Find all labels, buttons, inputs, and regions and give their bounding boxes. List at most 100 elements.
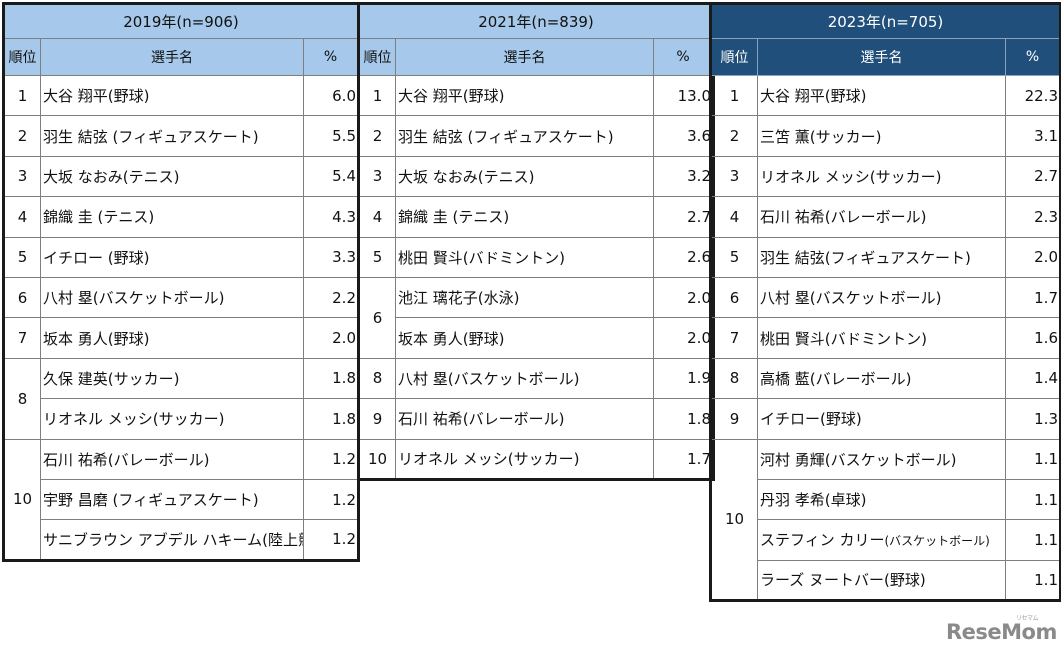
player-name: ステフィン カリー(バスケットボール) (757, 519, 1006, 561)
rank-cell: 2 (358, 115, 396, 157)
rank-cell: 5 (3, 236, 41, 278)
rank-cell: 10 (358, 438, 396, 480)
percent-value: 2.0 (303, 317, 359, 359)
table-row: 2 羽生 結弦 (フィギュアスケート) 5.5 (3, 115, 359, 157)
rank-cell: 10 (3, 438, 41, 561)
player-name: 大坂 なおみ(テニス) (40, 155, 304, 198)
player-name: リオネル メッシ(サッカー) (757, 155, 1006, 198)
rank-cell: 3 (710, 155, 758, 198)
percent-value: 1.1 (1005, 519, 1061, 561)
player-name: 羽生 結弦(フィギュアスケート) (757, 236, 1006, 278)
table-row: 6 八村 塁(バスケットボール) 1.7 (710, 276, 1061, 319)
rank-cell: 1 (358, 74, 396, 117)
ranking-table-2021: 2021年(n=839) 順位 選手名 % 1 大谷 翔平(野球) 13.0 2… (357, 2, 715, 481)
player-name: 羽生 結弦 (フィギュアスケート) (40, 115, 304, 157)
player-name: 宇野 昌磨 (フィギュアスケート) (40, 478, 304, 521)
table-row: 1 大谷 翔平(野球) 6.0 (3, 74, 359, 117)
player-name: 三笘 薫(サッカー) (757, 115, 1006, 157)
percent-value: 6.0 (303, 74, 359, 117)
player-name: リオネル メッシ(サッカー) (395, 438, 654, 480)
table-row: 3 大坂 なおみ(テニス) 3.2 (358, 155, 714, 198)
player-name: イチロー (野球) (40, 236, 304, 278)
table-row: 2 三笘 薫(サッカー) 3.1 (710, 115, 1061, 157)
player-sport-small: (バスケットボール) (884, 534, 990, 549)
rank-cell: 4 (710, 196, 758, 238)
col-pct-header: % (303, 38, 359, 76)
table-row: 8 高橋 藍(バレーボール) 1.4 (710, 357, 1061, 400)
rank-cell: 8 (358, 357, 396, 400)
table-row: 3 リオネル メッシ(サッカー) 2.7 (710, 155, 1061, 198)
percent-value: 1.1 (1005, 559, 1061, 602)
player-name: 久保 建英(サッカー) (40, 357, 304, 400)
percent-value: 1.4 (1005, 357, 1061, 400)
ranking-table-2019: 2019年(n=906) 順位 選手名 % 1 大谷 翔平(野球) 6.0 2 … (2, 2, 360, 562)
percent-value: 3.1 (1005, 115, 1061, 157)
player-name: 丹羽 孝希(卓球) (757, 478, 1006, 521)
table-row: 9 石川 祐希(バレーボール) 1.8 (358, 398, 714, 440)
table-row: 3 大坂 なおみ(テニス) 5.4 (3, 155, 359, 198)
percent-value: 1.7 (653, 438, 714, 480)
table-row: 8 久保 建英(サッカー) 1.8 (3, 357, 359, 440)
percent-value: 1.8 (303, 357, 359, 400)
rank-cell: 8 (3, 357, 41, 440)
player-name: リオネル メッシ(サッカー) (40, 398, 304, 440)
col-pct-header: % (653, 38, 714, 76)
rank-cell: 10 (710, 438, 758, 602)
year-header: 2019年(n=906) (3, 3, 359, 39)
percent-value: 1.1 (1005, 438, 1061, 480)
rank-cell: 5 (358, 236, 396, 278)
rank-cell: 7 (3, 317, 41, 359)
percent-value: 1.9 (653, 357, 714, 400)
percent-value: 2.7 (1005, 155, 1061, 198)
ranking-table-2023: 2023年(n=705) 順位 選手名 % 1 大谷 翔平(野球) 22.3 2… (709, 2, 1061, 603)
col-rank-header: 順位 (358, 38, 396, 76)
year-header: 2023年(n=705) (710, 3, 1061, 39)
percent-value: 2.6 (653, 236, 714, 278)
table-row: 宇野 昌磨 (フィギュアスケート) 1.2 (4, 478, 359, 521)
percent-value: 1.8 (653, 398, 714, 440)
player-name: 桃田 賢斗(バドミントン) (395, 236, 654, 278)
player-name: イチロー(野球) (757, 398, 1006, 440)
rank-cell: 9 (358, 398, 396, 440)
player-name: 桃田 賢斗(バドミントン) (757, 317, 1006, 359)
player-name: 坂本 勇人(野球) (40, 317, 304, 359)
player-name: 高橋 藍(バレーボール) (757, 357, 1006, 400)
table-row: 5 羽生 結弦(フィギュアスケート) 2.0 (710, 236, 1061, 278)
rank-cell: 2 (710, 115, 758, 157)
player-name: 大坂 なおみ(テニス) (395, 155, 654, 198)
rank-cell: 3 (358, 155, 396, 198)
percent-value: 2.0 (653, 276, 714, 319)
rank-cell: 1 (710, 74, 758, 117)
logo-text: ReseMom (946, 620, 1057, 644)
col-rank-header: 順位 (3, 38, 41, 76)
rank-cell: 9 (710, 398, 758, 440)
player-name: 大谷 翔平(野球) (40, 74, 304, 117)
player-name: サニブラウン アブデル ハキーム(陸上競技) (40, 519, 304, 561)
player-name: 石川 祐希(バレーボール) (40, 438, 304, 480)
table-row: 7 桃田 賢斗(バドミントン) 1.6 (710, 317, 1061, 359)
table-row: 4 錦織 圭 (テニス) 2.7 (358, 196, 714, 238)
percent-value: 1.2 (303, 519, 359, 561)
rank-cell: 2 (3, 115, 41, 157)
rank-cell: 5 (710, 236, 758, 278)
rank-cell: 1 (3, 74, 41, 117)
player-name: 坂本 勇人(野球) (395, 317, 654, 359)
col-rank-header: 順位 (710, 38, 758, 76)
table-row: 7 坂本 勇人(野球) 2.0 (3, 317, 359, 359)
percent-value: 5.5 (303, 115, 359, 157)
col-name-header: 選手名 (40, 38, 304, 76)
percent-value: 1.1 (1005, 478, 1061, 521)
player-name: 河村 勇輝(バスケットボール) (757, 438, 1006, 480)
player-name: 石川 祐希(バレーボール) (395, 398, 654, 440)
rank-cell: 8 (710, 357, 758, 400)
table-row: 8 八村 塁(バスケットボール) 1.9 (358, 357, 714, 400)
table-row: ラーズ ヌートバー(野球) 1.1 (711, 559, 1061, 602)
percent-value: 2.0 (1005, 236, 1061, 278)
player-name: ラーズ ヌートバー(野球) (757, 559, 1006, 602)
col-name-header: 選手名 (757, 38, 1006, 76)
table-row: 6 八村 塁(バスケットボール) 2.2 (3, 276, 359, 319)
percent-value: 4.3 (303, 196, 359, 238)
player-name: 八村 塁(バスケットボール) (395, 357, 654, 400)
percent-value: 3.2 (653, 155, 714, 198)
percent-value: 1.3 (1005, 398, 1061, 440)
